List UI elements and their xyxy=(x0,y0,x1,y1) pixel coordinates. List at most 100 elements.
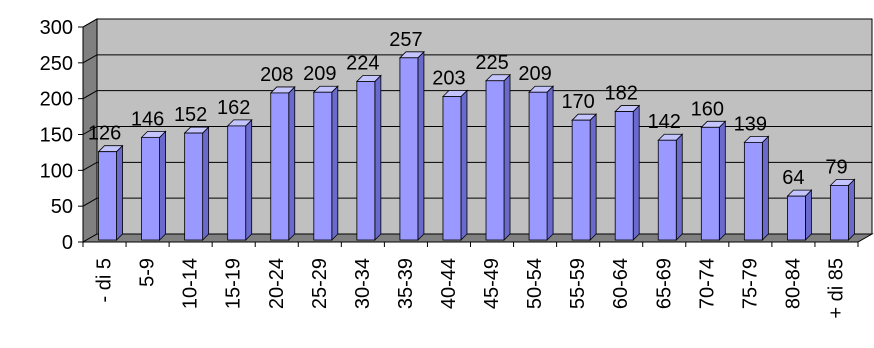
data-label: 162 xyxy=(217,97,250,119)
x-tick-label: 30-34 xyxy=(352,258,374,309)
x-tick-label: 80-84 xyxy=(782,258,804,309)
x-tick-label: 40-44 xyxy=(438,258,460,309)
x-tick-label: 25-29 xyxy=(309,258,331,309)
data-label: 142 xyxy=(648,111,681,133)
gridline xyxy=(82,126,872,135)
bar xyxy=(97,144,124,241)
bar-front xyxy=(141,136,160,241)
bar-side xyxy=(632,104,640,241)
y-tick-label: 100 xyxy=(40,160,73,182)
x-tick-label: 70-74 xyxy=(696,258,718,309)
bar-side xyxy=(159,130,166,241)
bar-front xyxy=(743,141,763,241)
gridline xyxy=(82,90,872,100)
data-label: 64 xyxy=(782,167,804,189)
bar-side xyxy=(761,135,769,241)
bar xyxy=(743,135,770,241)
bar-side xyxy=(417,50,425,241)
x-axis: - di 5 5-9 10-14 15-19 20-24 25-29 30-34 35-39 4… xyxy=(82,241,859,319)
bars xyxy=(97,50,856,241)
x-tick-label: 75-79 xyxy=(739,258,761,309)
bar xyxy=(312,85,339,241)
data-label: 203 xyxy=(432,68,465,90)
bar xyxy=(269,85,296,241)
bar-front xyxy=(528,91,548,241)
y-tick-label: 300 xyxy=(40,17,73,39)
bar xyxy=(571,113,598,241)
x-tick-label: + di 85 xyxy=(825,258,847,319)
data-label: 224 xyxy=(346,52,379,74)
bar-front xyxy=(657,139,677,241)
x-tick-label: 60-64 xyxy=(610,258,632,309)
bar-side xyxy=(675,133,683,241)
data-label: 152 xyxy=(174,104,207,126)
bar-front xyxy=(485,80,505,241)
bar-front xyxy=(571,119,591,241)
bar-front xyxy=(442,96,462,241)
x-tick-label: 5-9 xyxy=(137,258,159,287)
bar-side xyxy=(331,85,339,241)
bar xyxy=(442,89,468,241)
y-tick-label: 150 xyxy=(40,125,73,147)
data-label: 257 xyxy=(389,29,422,51)
bar-front xyxy=(787,195,806,241)
bar xyxy=(485,73,511,241)
bar-side xyxy=(245,118,253,241)
y-axis: 0 50 100 150 200 250 300 xyxy=(40,17,84,254)
data-label: 126 xyxy=(88,123,121,145)
x-tick-label: 50-54 xyxy=(524,258,546,309)
x-tick-label: 45-49 xyxy=(481,258,503,309)
bar-front xyxy=(700,126,720,241)
bar xyxy=(614,104,641,241)
y-tick-label: 0 xyxy=(62,232,73,254)
bar-side xyxy=(848,178,855,241)
data-label: 209 xyxy=(518,63,551,85)
bar-side xyxy=(116,144,123,241)
gridlines xyxy=(82,18,872,207)
bar-front xyxy=(614,111,634,241)
bar-side xyxy=(460,89,468,241)
bar-side xyxy=(374,74,382,241)
bar xyxy=(398,50,425,241)
data-label: 208 xyxy=(260,64,293,86)
y-tick-label: 200 xyxy=(40,89,73,111)
bar-side xyxy=(718,120,726,241)
data-label: 209 xyxy=(303,63,336,85)
x-tick-label: 35-39 xyxy=(395,258,417,309)
bar-front xyxy=(399,57,419,241)
data-label: 160 xyxy=(691,98,724,120)
data-label: 170 xyxy=(561,91,594,113)
bar-front xyxy=(98,151,117,241)
bar xyxy=(786,189,813,241)
bar-front xyxy=(313,91,333,241)
data-label: 182 xyxy=(605,83,638,105)
x-tick-label: 10-14 xyxy=(180,258,202,309)
bar xyxy=(183,126,210,241)
bar-front xyxy=(356,81,376,241)
data-label: 225 xyxy=(475,52,508,74)
bar xyxy=(140,130,167,241)
bar xyxy=(657,133,684,241)
x-tick-label: 20-24 xyxy=(266,258,288,309)
bar-front xyxy=(830,184,849,241)
bar xyxy=(226,118,253,241)
bar xyxy=(355,74,382,241)
bar-side xyxy=(503,73,511,241)
x-tick-label: 15-19 xyxy=(223,258,245,309)
bar xyxy=(700,120,727,241)
bar xyxy=(528,85,555,241)
bar xyxy=(829,178,856,241)
bar-side xyxy=(589,113,597,241)
gridline xyxy=(82,18,872,28)
data-label: 146 xyxy=(131,108,164,130)
data-label: 79 xyxy=(825,156,847,178)
y-tick-label: 50 xyxy=(51,196,73,218)
gridline xyxy=(82,161,872,171)
x-tick-label: 65-69 xyxy=(653,258,675,309)
data-label: 139 xyxy=(734,113,767,135)
gridline xyxy=(82,197,872,207)
y-tick-label: 250 xyxy=(40,53,73,75)
data-labels: 126 146 152 162 208 209 224 257 203 225 209 170 182 1… xyxy=(88,29,848,189)
bar-side xyxy=(805,189,812,241)
